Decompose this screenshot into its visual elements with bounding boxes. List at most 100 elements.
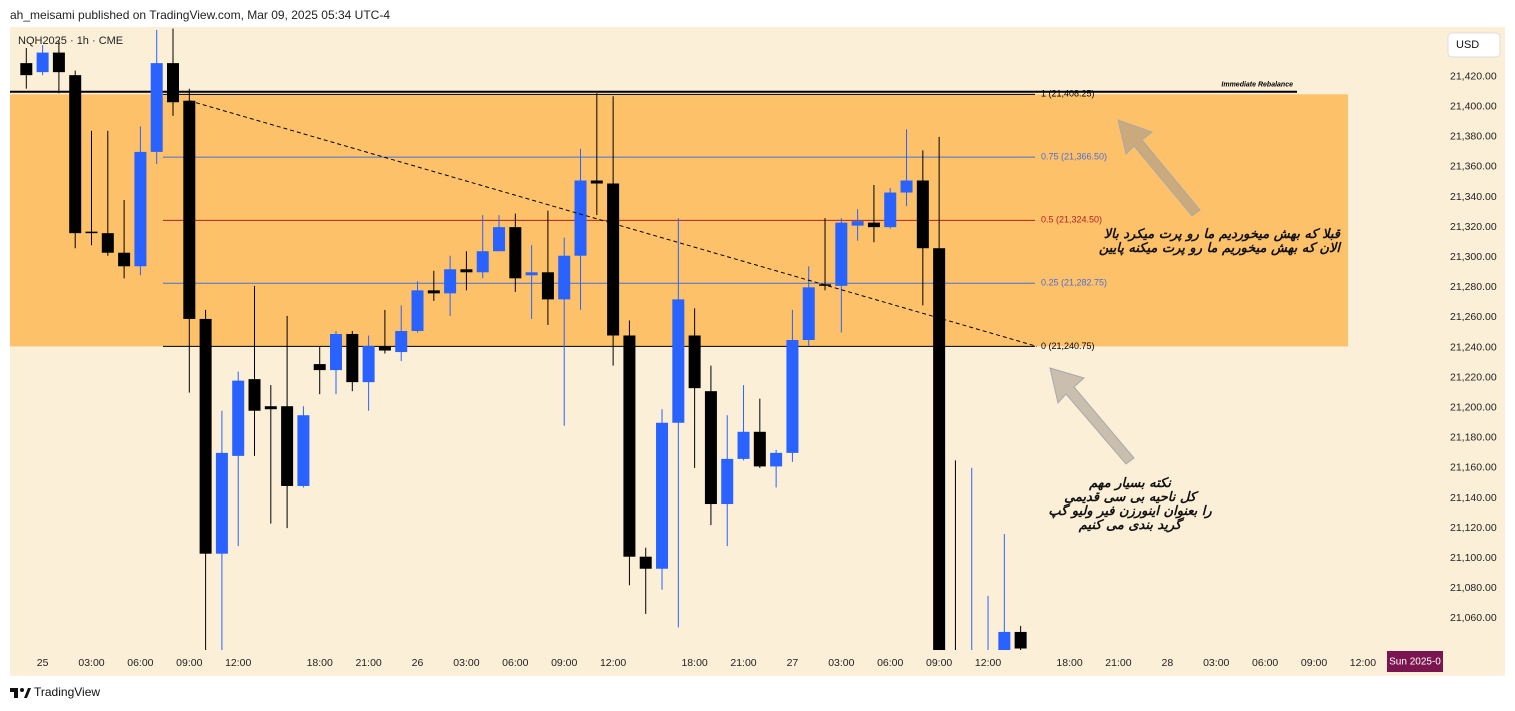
x-tick-label: 03:00 (1203, 657, 1229, 669)
candle-body (639, 556, 652, 569)
candle-body (395, 330, 408, 353)
y-tick-label: 21,300.00 (1450, 251, 1497, 263)
y-tick-label: 21,220.00 (1450, 371, 1497, 383)
x-tick-label: 06:00 (877, 657, 903, 669)
symbol: NQH2025 · 1h · CME (18, 35, 123, 47)
candle-body (884, 192, 897, 228)
candle-body (134, 151, 147, 267)
x-tick-label: 12:00 (1350, 657, 1376, 669)
x-tick-label: 09:00 (551, 657, 577, 669)
y-tick-label: 21,380.00 (1450, 131, 1497, 143)
candle-body (460, 269, 473, 273)
y-tick-label: 21,140.00 (1450, 492, 1497, 504)
candle-body (493, 227, 506, 252)
candle-body (281, 406, 294, 486)
candle-body (688, 335, 701, 389)
y-tick-label: 21,200.00 (1450, 402, 1497, 414)
annotation-line: نکته بسیار مهم (1089, 476, 1171, 491)
candle-body (69, 75, 82, 234)
y-tick-label: 21,340.00 (1450, 191, 1497, 203)
publisher: ah_meisami published on TradingView.com,… (10, 8, 390, 22)
candle-body (378, 346, 391, 351)
candle-body (118, 252, 131, 267)
x-tick-label: 18:00 (681, 657, 707, 669)
candle-body (590, 180, 603, 184)
candle-body (509, 227, 522, 279)
annotation: نکته بسیار مهم کل ناحیه بی سی قدیمی را بعن… (1010, 477, 1250, 533)
candle-body (982, 679, 994, 687)
candle-body (786, 340, 799, 453)
x-tick-label: 28 (1161, 657, 1173, 669)
x-tick-label: 26 (412, 657, 424, 669)
candle-body (721, 458, 734, 505)
x-tick-label: 06:00 (502, 657, 528, 669)
candle-body (574, 180, 587, 256)
candle-body (20, 63, 33, 76)
annotation-line: کل ناحیه بی سی قدیمی (1064, 490, 1196, 505)
y-tick-label: 21,400.00 (1450, 101, 1497, 113)
candle-body (949, 694, 961, 702)
y-tick-label: 21,060.00 (1450, 612, 1497, 624)
candle-body (900, 180, 913, 193)
annotation-line: گرید بندی می کنیم (1078, 518, 1182, 533)
x-tick-label: 09:00 (176, 657, 202, 669)
candle-body (150, 63, 163, 152)
trendline (189, 100, 1038, 347)
x-tick-label: 12:00 (600, 657, 626, 669)
candle-body (867, 222, 880, 228)
candle-body (199, 318, 212, 554)
x-tick-label: 18:00 (307, 657, 333, 669)
candle-body (525, 272, 538, 276)
x-tick-label: 12:00 (975, 657, 1001, 669)
x-tick-label: 03:00 (453, 657, 479, 669)
candle-body (933, 248, 946, 650)
candle-body (753, 431, 766, 467)
candle-body (52, 52, 65, 73)
annotation-line: را بعنوان اینورزن فیر ولیو گپ (1048, 504, 1212, 519)
y-tick-label: 21,240.00 (1450, 341, 1497, 353)
candle-body (998, 631, 1011, 650)
currency-button[interactable] (1447, 32, 1501, 58)
candle-body (851, 221, 864, 226)
candle-body (101, 233, 114, 253)
candle-body (167, 63, 180, 103)
candle-body (737, 431, 750, 459)
x-tick-label: 09:00 (926, 657, 952, 669)
x-tick-label: 12:00 (225, 657, 251, 669)
candle-body (427, 290, 440, 294)
fib-label: 0.25 (21,282.75) (1041, 278, 1107, 288)
candle-body (264, 406, 277, 410)
y-tick-label: 21,120.00 (1450, 522, 1497, 534)
candle-body (346, 333, 359, 383)
arrow (1049, 367, 1135, 465)
candle-body (1014, 631, 1027, 649)
candle-body (656, 422, 669, 569)
candle-body (802, 287, 815, 341)
x-tick-label: 25 (37, 657, 49, 669)
candle-body (248, 379, 261, 411)
y-tick-label: 21,280.00 (1450, 281, 1497, 293)
candle-body (558, 255, 571, 300)
candle-body (476, 251, 489, 273)
candle-body (541, 272, 554, 300)
annotation-line: الان که بهش میخوریم ما رو پرت میکنه پایی… (1098, 241, 1340, 256)
fib-label: 0.75 (21,366.50) (1041, 152, 1107, 162)
y-tick-label: 21,100.00 (1450, 552, 1497, 564)
x-tick-label: 03:00 (78, 657, 104, 669)
cursor-label-box (1387, 651, 1443, 672)
arrow (1117, 119, 1201, 217)
candle-body (183, 100, 196, 319)
cursor-label: Sun 2025-0 (1389, 657, 1441, 668)
x-tick-label: 06:00 (1252, 657, 1278, 669)
fib-label: 1 (21,408.25) (1041, 89, 1095, 99)
x-tick-label: 21:00 (1105, 657, 1131, 669)
x-tick-label: 06:00 (127, 657, 153, 669)
candle-body (966, 686, 978, 701)
y-tick-label: 21,360.00 (1450, 161, 1497, 173)
tv-logo (10, 688, 31, 698)
x-tick-label: 21:00 (730, 657, 756, 669)
x-tick-label: 09:00 (1301, 657, 1327, 669)
y-tick-label: 21,320.00 (1450, 221, 1497, 233)
candle-body (411, 290, 424, 331)
